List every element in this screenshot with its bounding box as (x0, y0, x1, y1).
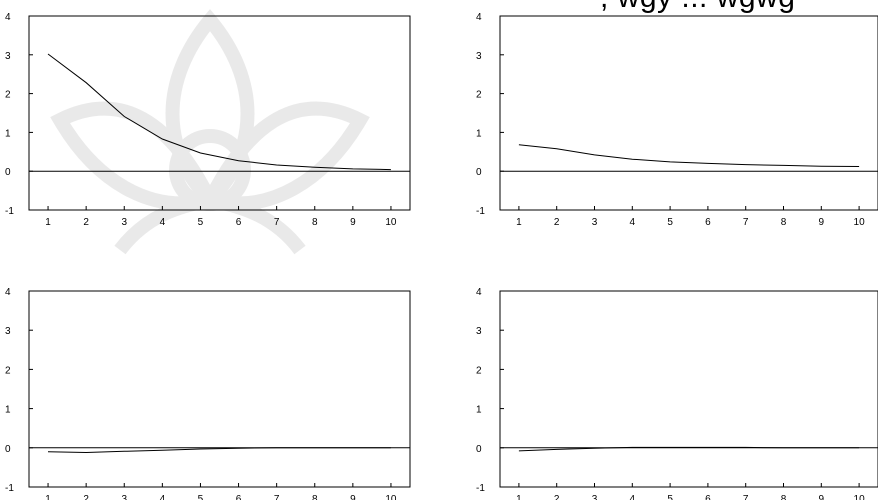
x-tick-label: 8 (781, 217, 787, 228)
plot-frame (28, 290, 411, 488)
x-tick-label: 4 (160, 217, 166, 228)
x-tick-label: 5 (198, 217, 204, 228)
y-tick-label: -1 (5, 206, 14, 217)
y-tick-label: 0 (476, 167, 482, 178)
y-tick-label: 1 (5, 405, 11, 416)
chart-panel-1: -1 0 1 2 3 4 1 2 3 4 5 6 7 8 9 10 (5, 12, 411, 228)
x-tick-label: 7 (274, 217, 280, 228)
y-tick-label: 2 (476, 365, 482, 376)
x-tick-label: 9 (350, 217, 356, 228)
x-tick-label: 5 (198, 494, 204, 500)
x-tick-label: 7 (743, 217, 749, 228)
x-tick-label: 3 (592, 494, 598, 500)
y-tick-label: 0 (5, 444, 11, 455)
x-tick-label: 1 (45, 494, 51, 500)
x-tick-label: 7 (274, 494, 280, 500)
response-series-line (518, 144, 860, 167)
y-tick-label: 0 (476, 444, 482, 455)
x-tick-label: 9 (350, 494, 356, 500)
x-tick-label: 6 (236, 494, 242, 500)
x-tick-label: 10 (385, 494, 397, 500)
y-tick-label: 3 (476, 51, 482, 62)
y-tick-label: -1 (476, 483, 485, 494)
x-tick-label: 4 (160, 494, 166, 500)
y-tick-label: 0 (5, 167, 11, 178)
x-tick-label: 6 (236, 217, 242, 228)
x-tick-label: 4 (630, 494, 636, 500)
x-tick-label: 2 (554, 217, 560, 228)
x-tick-label: 9 (819, 494, 825, 500)
plot-frame (499, 290, 878, 488)
y-tick-label: -1 (476, 206, 485, 217)
x-tick-label: 4 (630, 217, 636, 228)
y-tick-label: 2 (5, 365, 11, 376)
x-tick-label: 3 (121, 217, 127, 228)
y-tick-label: 1 (476, 128, 482, 139)
x-tick-label: 8 (312, 217, 318, 228)
x-tick-label: 10 (854, 217, 866, 228)
x-tick-label: 3 (592, 217, 598, 228)
y-tick-label: -1 (5, 483, 14, 494)
y-tick-label: 4 (5, 287, 11, 298)
x-tick-label: 10 (854, 494, 866, 500)
x-tick-label: 2 (554, 494, 560, 500)
y-tick-label: 2 (476, 90, 482, 101)
x-tick-label: 3 (121, 494, 127, 500)
x-tick-label: 1 (45, 217, 51, 228)
x-tick-label: 5 (667, 494, 673, 500)
response-series-line (518, 446, 860, 452)
x-tick-label: 6 (705, 494, 711, 500)
x-tick-label: 2 (83, 217, 89, 228)
y-tick-label: 1 (476, 405, 482, 416)
x-tick-label: 10 (385, 217, 397, 228)
response-series-line (47, 53, 391, 171)
response-series-line (47, 447, 391, 454)
x-tick-label: 2 (83, 494, 89, 500)
x-tick-label: 6 (705, 217, 711, 228)
y-tick-label: 3 (5, 51, 11, 62)
plot-frame (499, 15, 878, 211)
chart-panel-3: -1 0 1 2 3 4 1 2 3 4 5 6 7 8 9 10 (5, 287, 411, 500)
y-tick-label: 4 (476, 12, 482, 23)
x-tick-label: 1 (516, 217, 522, 228)
x-tick-label: 8 (781, 494, 787, 500)
x-tick-label: 7 (743, 494, 749, 500)
y-tick-label: 1 (5, 128, 11, 139)
x-tick-label: 5 (667, 217, 673, 228)
y-tick-label: 4 (5, 12, 11, 23)
y-tick-label: 2 (5, 90, 11, 101)
y-tick-label: 4 (476, 287, 482, 298)
clipped-header-text: , wgy ... wgwg (600, 0, 795, 15)
y-tick-label: 3 (5, 326, 11, 337)
chart-panel-4: -1 0 1 2 3 4 1 2 3 4 5 6 7 8 9 10 (476, 287, 878, 500)
x-tick-label: 8 (312, 494, 318, 500)
y-tick-label: 3 (476, 326, 482, 337)
x-tick-label: 9 (819, 217, 825, 228)
x-tick-label: 1 (516, 494, 522, 500)
plot-frame (28, 15, 411, 211)
chart-panel-2: -1 0 1 2 3 4 1 2 3 4 5 6 7 8 9 10 (476, 12, 878, 228)
